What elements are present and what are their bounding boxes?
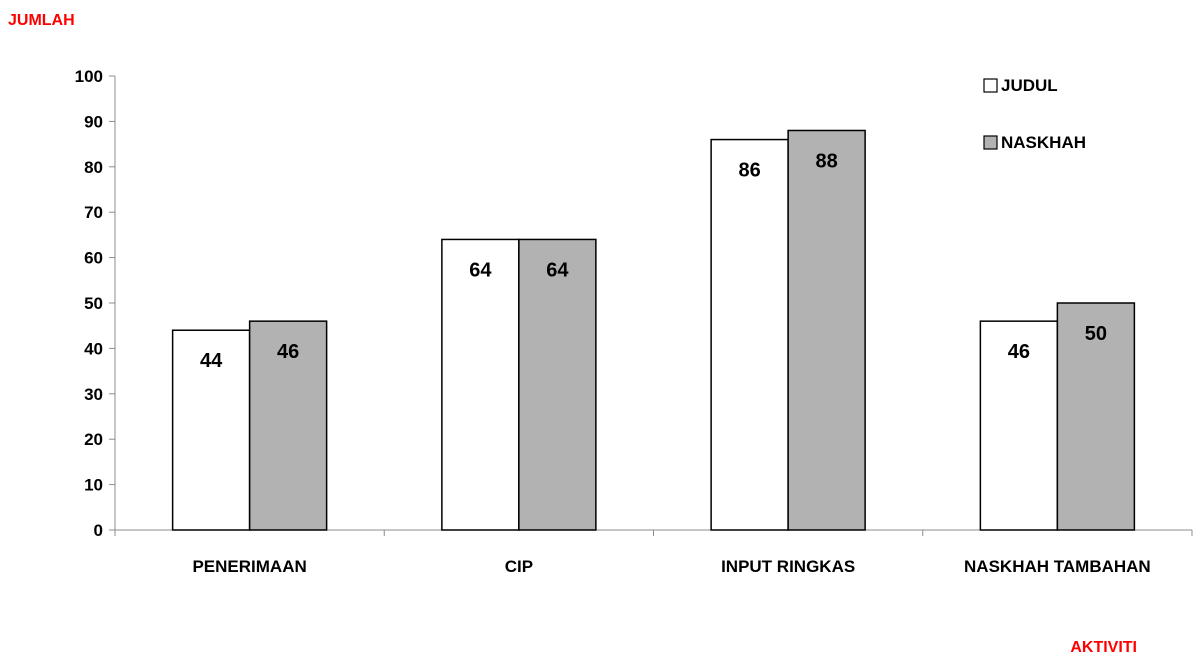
y-tick-label: 0 <box>94 521 103 540</box>
y-tick-label: 20 <box>84 430 103 449</box>
data-label: 64 <box>546 259 569 281</box>
legend-swatch-judul <box>983 78 998 93</box>
legend-label: NASKHAH <box>1001 133 1086 152</box>
y-tick-label: 100 <box>75 67 103 86</box>
data-labels: 44 46 64 64 86 88 46 50 <box>200 150 1107 372</box>
bar-judul <box>171 329 251 531</box>
data-label: 46 <box>1008 341 1030 363</box>
bar-naskhah <box>1056 302 1136 531</box>
data-label: 46 <box>277 341 299 363</box>
bar-judul <box>441 238 520 531</box>
x-tick-label: NASKHAH TAMBAHAN <box>964 557 1151 576</box>
x-tick-label: PENERIMAAN <box>192 557 306 576</box>
legend-swatch-naskhah <box>983 135 998 150</box>
y-axis-title: JUMLAH <box>8 12 75 29</box>
x-tick-label: CIP <box>505 557 533 576</box>
bars <box>171 129 1136 531</box>
data-label: 88 <box>816 150 838 172</box>
x-axis: PENERIMAAN CIP INPUT RINGKAS NASKHAH TAMBAH… <box>114 529 1193 576</box>
y-tick-label: 90 <box>84 112 103 131</box>
data-label: 44 <box>200 350 223 372</box>
y-tick-label: 50 <box>84 294 103 313</box>
y-tick-label: 40 <box>84 339 103 358</box>
legend: JUDUL NASKHAH <box>983 76 1086 152</box>
bar-naskhah <box>248 320 328 531</box>
bar-naskhah <box>518 238 597 531</box>
y-tick-label: 30 <box>84 385 103 404</box>
y-tick-label: 70 <box>84 203 103 222</box>
legend-label: JUDUL <box>1001 76 1058 95</box>
data-label: 50 <box>1085 323 1107 345</box>
bar-judul <box>710 138 789 531</box>
data-label: 64 <box>469 259 492 281</box>
y-tick-label: 80 <box>84 158 103 177</box>
y-tick-label: 60 <box>84 249 103 268</box>
y-tick-label: 10 <box>84 476 103 495</box>
bar-naskhah <box>787 129 866 531</box>
x-tick-label: INPUT RINGKAS <box>721 557 855 576</box>
y-axis: 0 10 20 30 40 50 60 70 80 90 100 <box>75 67 116 540</box>
bar-judul <box>979 320 1059 531</box>
x-axis-title: AKTIVITI <box>1070 639 1137 656</box>
data-label: 86 <box>739 160 761 182</box>
